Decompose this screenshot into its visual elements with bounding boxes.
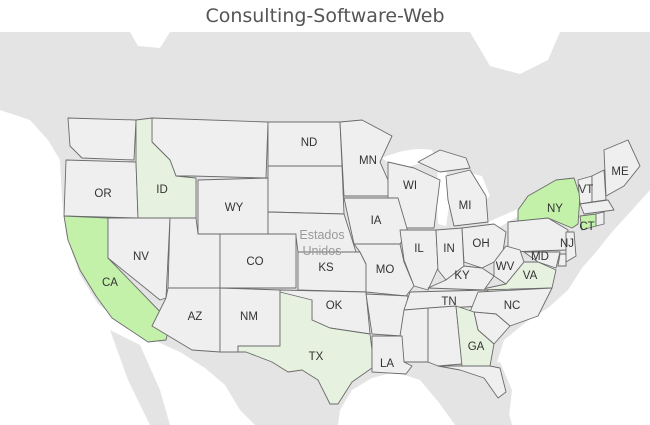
state-IA[interactable] [343, 197, 409, 245]
state-TX[interactable] [237, 291, 373, 405]
northern-water [470, 32, 560, 74]
states-layer[interactable] [63, 117, 641, 405]
state-KS[interactable] [297, 251, 367, 293]
state-WA[interactable] [67, 117, 137, 161]
state-OR[interactable] [63, 159, 139, 219]
state-ID[interactable] [135, 117, 197, 219]
lake-erie [488, 208, 526, 230]
state-VT[interactable] [577, 175, 593, 205]
state-NM[interactable] [219, 287, 281, 353]
state-AL[interactable] [427, 305, 463, 367]
state-MI[interactable] [445, 169, 489, 227]
state-MD[interactable] [523, 251, 561, 269]
state-MI-up[interactable] [417, 149, 471, 173]
state-CO[interactable] [219, 233, 297, 289]
state-NH[interactable] [591, 169, 607, 203]
state-WY[interactable] [197, 177, 269, 235]
country-label-line1: Estados [299, 228, 344, 242]
northern-water-2 [130, 32, 170, 48]
state-DE[interactable] [557, 253, 567, 267]
state-NV[interactable] [107, 217, 171, 301]
state-ND[interactable] [267, 121, 343, 167]
state-FL[interactable] [437, 365, 507, 399]
state-SD[interactable] [267, 165, 345, 215]
state-ME[interactable] [603, 139, 641, 197]
state-MS[interactable] [399, 307, 429, 363]
map-title: Consulting-Software-Web [205, 5, 445, 27]
state-MN[interactable] [339, 119, 397, 197]
state-NJ[interactable] [565, 231, 577, 263]
choropleth-map[interactable]: Estados Unidos OR ID WY ND MN WI MI NY V… [0, 32, 650, 425]
baja-peninsula [110, 330, 170, 425]
state-MA[interactable] [579, 199, 615, 215]
state-LA[interactable] [371, 335, 413, 375]
country-label-line2: Unidos [303, 244, 342, 258]
state-RI[interactable] [595, 211, 605, 227]
